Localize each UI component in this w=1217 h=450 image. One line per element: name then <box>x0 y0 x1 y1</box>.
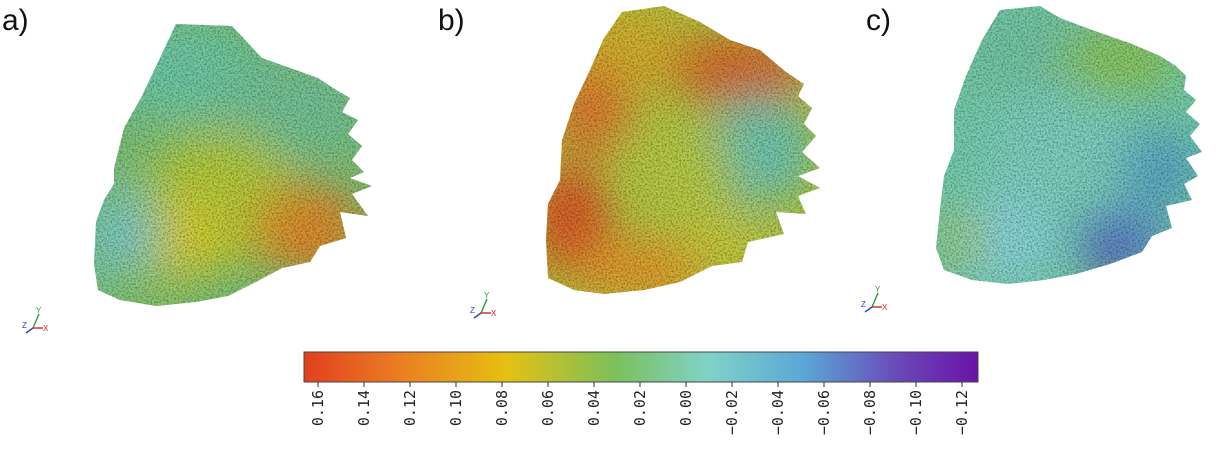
colorbar-tick-label: 0.08 <box>493 390 511 426</box>
colorbar-tick-label: 0.14 <box>355 390 373 426</box>
axis-x-label: X <box>43 324 49 333</box>
axis-x-label: X <box>882 303 888 312</box>
colorbar-tick-label: 0.16 <box>309 390 327 426</box>
panel-label-c: c) <box>866 4 891 37</box>
colorbar-tick-label: −0.10 <box>907 390 925 435</box>
panel-label-a: a) <box>2 4 29 37</box>
colorbar-tick-label: −0.02 <box>723 390 741 435</box>
axis-triad-a: Y Z X <box>22 306 49 334</box>
axis-z-label: Z <box>861 300 866 309</box>
axis-y-label: Y <box>36 306 42 315</box>
surface-map-b <box>546 6 820 294</box>
panel-label-b: b) <box>438 4 465 37</box>
colorbar-tick-label: 0.06 <box>539 390 557 426</box>
colorbar-ticks: 0.16 0.14 0.12 0.10 0.08 0.06 0.04 0.02 0.00 −0.0… <box>309 382 971 435</box>
colorbar-tick-label: 0.02 <box>631 390 649 426</box>
colorbar-gradient <box>303 351 979 383</box>
axis-z-label: Z <box>470 306 475 315</box>
colorbar-tick-label: 0.04 <box>585 390 603 426</box>
colorbar-tick-label: −0.06 <box>815 390 833 435</box>
colorbar-tick-label: 0.00 <box>677 390 695 426</box>
colorbar-tick-label: 0.12 <box>401 390 419 426</box>
surface-map-a <box>94 24 372 306</box>
axis-triad-b: Y Z X <box>470 291 497 319</box>
colorbar-tick-label: −0.08 <box>861 390 879 435</box>
surface-map-c <box>936 6 1202 284</box>
axis-triad-c: Y Z X <box>861 285 888 313</box>
axis-y-label: Y <box>484 291 490 300</box>
colorbar-tick-label: 0.10 <box>447 390 465 426</box>
colorbar-tick-label: −0.04 <box>769 390 787 435</box>
axis-z-label: Z <box>22 321 27 330</box>
colorbar: 0.16 0.14 0.12 0.10 0.08 0.06 0.04 0.02 0.00 −0.0… <box>303 351 979 435</box>
axis-x-label: X <box>491 309 497 318</box>
axis-y-label: Y <box>875 285 881 294</box>
colorbar-tick-label: −0.12 <box>953 390 971 435</box>
